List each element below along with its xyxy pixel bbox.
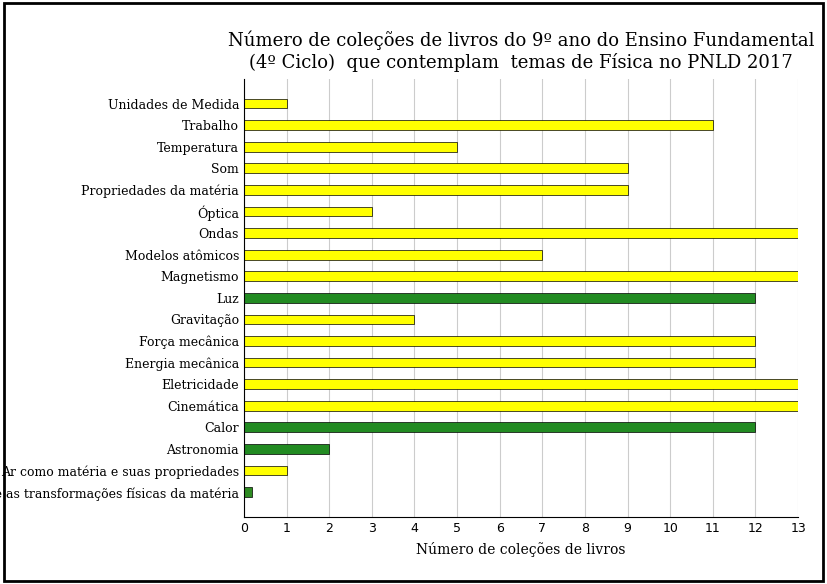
- Bar: [244, 336, 755, 346]
- Bar: [244, 120, 713, 130]
- Bar: [244, 207, 372, 216]
- Title: Número de coleções de livros do 9º ano do Ensino Fundamental
(4º Ciclo)  que con: Número de coleções de livros do 9º ano d…: [227, 30, 815, 72]
- Bar: [244, 487, 252, 497]
- Bar: [244, 142, 457, 152]
- Bar: [244, 315, 414, 324]
- Bar: [244, 380, 798, 389]
- Bar: [244, 250, 543, 259]
- Bar: [244, 164, 628, 173]
- Bar: [244, 272, 798, 281]
- Bar: [244, 358, 755, 367]
- Bar: [244, 99, 287, 109]
- Bar: [244, 185, 628, 195]
- X-axis label: Número de coleções de livros: Número de coleções de livros: [416, 541, 626, 557]
- Bar: [244, 401, 798, 411]
- Bar: [244, 465, 287, 475]
- Bar: [244, 228, 798, 238]
- Bar: [244, 444, 329, 454]
- Bar: [244, 293, 755, 303]
- Bar: [244, 422, 755, 432]
